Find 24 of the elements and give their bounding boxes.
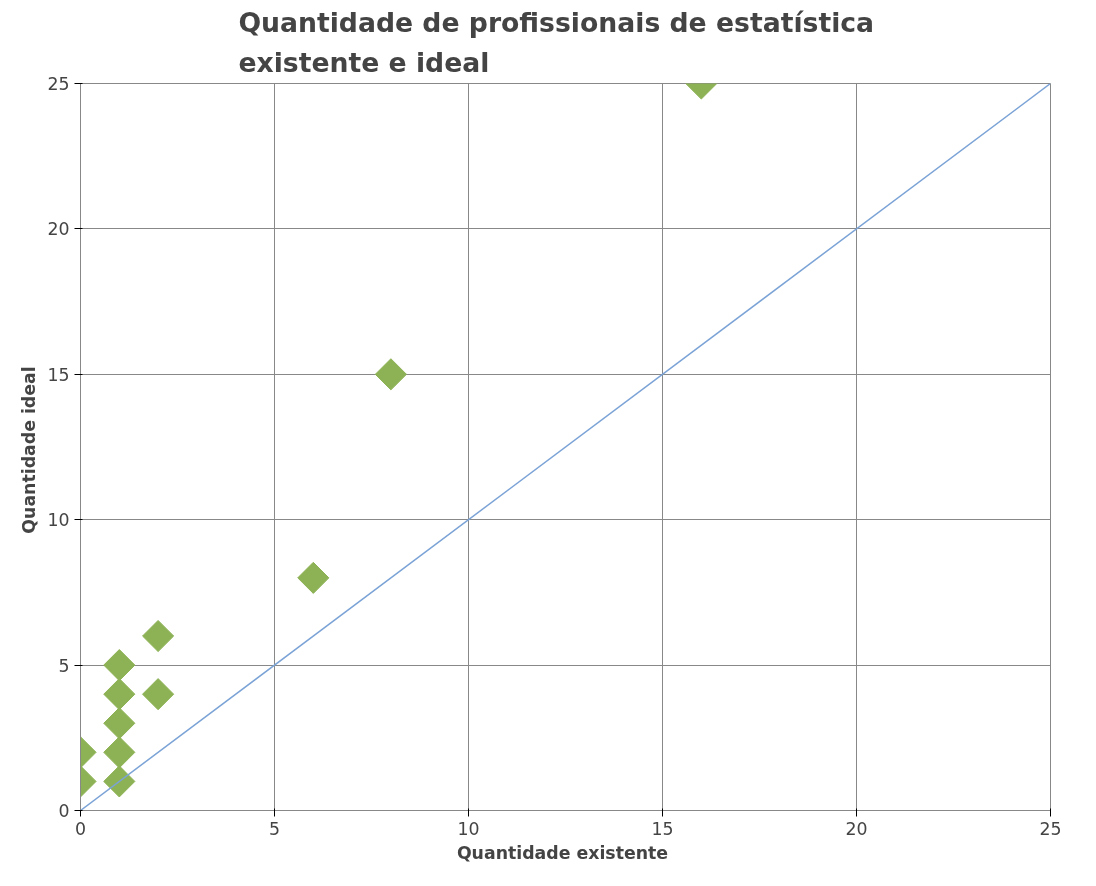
point: [103, 765, 136, 798]
y-tick-label: 10: [47, 510, 70, 531]
y-tick-label: 5: [58, 655, 70, 676]
point: [103, 707, 136, 740]
point: [103, 649, 136, 682]
x-axis-title: Quantidade existente: [456, 842, 669, 863]
x-tick-label: 10: [457, 818, 480, 839]
x-tick-label: 25: [1039, 818, 1062, 839]
chart-title: Quantidade de profissionais de estatística existente e ideal: [238, 7, 875, 79]
x-tick-label: 15: [651, 818, 674, 839]
y-tick-label: 15: [47, 364, 70, 385]
point: [142, 678, 175, 711]
point: [374, 358, 407, 391]
y-axis-title: Quantidade ideal: [19, 366, 40, 534]
y-tick-label: 25: [47, 74, 70, 94]
point: [297, 561, 330, 594]
point: [103, 736, 136, 769]
x-tick-label: 5: [268, 818, 281, 839]
point: [142, 619, 175, 653]
point: [103, 678, 136, 711]
x-tick-label: 20: [845, 818, 868, 839]
y-tick-label: 0: [58, 801, 70, 821]
y-tick-label: 20: [47, 219, 70, 240]
x-tick-label: 0: [74, 818, 87, 839]
